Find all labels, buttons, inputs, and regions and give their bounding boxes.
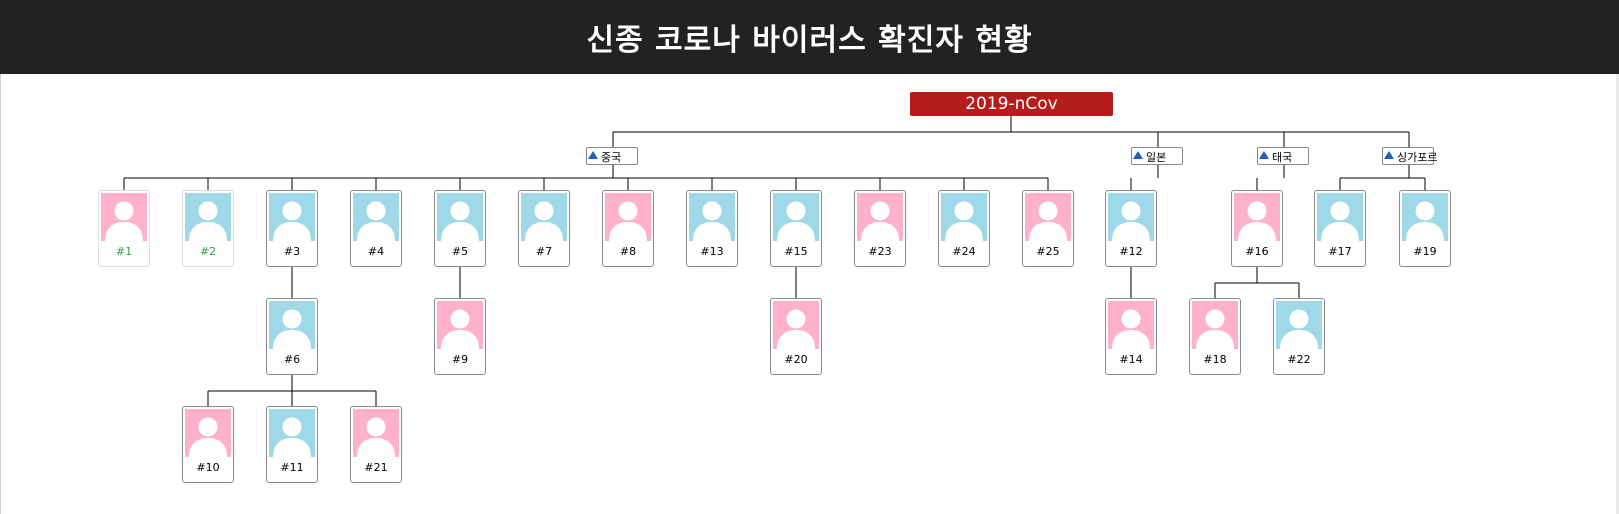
case-number: #3 [283, 245, 301, 258]
person-avatar-icon [521, 193, 567, 241]
case-card-c20[interactable]: #20 [770, 298, 822, 375]
case-number: #18 [1203, 353, 1227, 366]
case-card-c22[interactable]: #22 [1273, 298, 1325, 375]
case-number: #8 [619, 245, 637, 258]
country-label: 태국 [1272, 151, 1293, 164]
case-card-c3[interactable]: #3 [266, 190, 318, 267]
case-number: #24 [952, 245, 976, 258]
country-label: 중국 [601, 151, 622, 164]
case-card-c8[interactable]: #8 [602, 190, 654, 267]
case-number: #20 [784, 353, 808, 366]
person-avatar-icon [269, 409, 315, 457]
case-card-c9[interactable]: #9 [434, 298, 486, 375]
country-label: 일본 [1146, 151, 1167, 164]
country-node-thailand[interactable]: 태국 [1257, 147, 1309, 165]
triangle-up-icon [1384, 151, 1394, 159]
case-number: #25 [1036, 245, 1060, 258]
case-card-c4[interactable]: #4 [350, 190, 402, 267]
case-number: #15 [784, 245, 808, 258]
person-avatar-icon [353, 193, 399, 241]
root-node-label: 2019-nCov [965, 94, 1058, 114]
case-number: #5 [451, 245, 469, 258]
triangle-up-icon [1259, 151, 1269, 159]
case-number: #23 [868, 245, 892, 258]
case-card-c14[interactable]: #14 [1105, 298, 1157, 375]
person-avatar-icon [1276, 301, 1322, 349]
case-number: #14 [1119, 353, 1143, 366]
case-card-c19[interactable]: #19 [1399, 190, 1451, 267]
case-number: #22 [1287, 353, 1311, 366]
case-number: #16 [1245, 245, 1269, 258]
person-avatar-icon [1402, 193, 1448, 241]
person-avatar-icon [1108, 193, 1154, 241]
case-number: #12 [1119, 245, 1143, 258]
country-node-china[interactable]: 중국 [586, 147, 638, 165]
case-number: #17 [1328, 245, 1352, 258]
triangle-up-icon [1133, 151, 1143, 159]
case-number: #1 [115, 245, 133, 258]
person-avatar-icon [689, 193, 735, 241]
person-avatar-icon [185, 409, 231, 457]
case-number: #6 [283, 353, 301, 366]
person-avatar-icon [1108, 301, 1154, 349]
case-card-c25[interactable]: #25 [1022, 190, 1074, 267]
case-card-c16[interactable]: #16 [1231, 190, 1283, 267]
person-avatar-icon [941, 193, 987, 241]
root-node-2019-ncov[interactable]: 2019-nCov [910, 92, 1113, 116]
case-card-c17[interactable]: #17 [1314, 190, 1366, 267]
person-avatar-icon [437, 193, 483, 241]
case-card-c7[interactable]: #7 [518, 190, 570, 267]
person-avatar-icon [437, 301, 483, 349]
person-avatar-icon [1192, 301, 1238, 349]
case-card-c11[interactable]: #11 [266, 406, 318, 483]
triangle-up-icon [588, 151, 598, 159]
person-avatar-icon [269, 301, 315, 349]
case-number: #4 [367, 245, 385, 258]
case-card-c18[interactable]: #18 [1189, 298, 1241, 375]
person-avatar-icon [1025, 193, 1071, 241]
case-card-c1[interactable]: #1 [98, 190, 150, 267]
case-number: #13 [700, 245, 724, 258]
page-header: 신종 코로나 바이러스 확진자 현황 [0, 0, 1619, 74]
case-card-c6[interactable]: #6 [266, 298, 318, 375]
case-number: #10 [196, 461, 220, 474]
case-card-c2[interactable]: #2 [182, 190, 234, 267]
case-card-c13[interactable]: #13 [686, 190, 738, 267]
person-avatar-icon [857, 193, 903, 241]
person-avatar-icon [605, 193, 651, 241]
person-avatar-icon [353, 409, 399, 457]
case-card-c12[interactable]: #12 [1105, 190, 1157, 267]
vertical-scrollbar[interactable] [1616, 74, 1619, 514]
case-number: #11 [280, 461, 304, 474]
person-avatar-icon [1234, 193, 1280, 241]
case-card-c21[interactable]: #21 [350, 406, 402, 483]
case-card-c23[interactable]: #23 [854, 190, 906, 267]
case-card-c15[interactable]: #15 [770, 190, 822, 267]
case-card-c10[interactable]: #10 [182, 406, 234, 483]
case-number: #19 [1413, 245, 1437, 258]
case-number: #9 [451, 353, 469, 366]
country-label: 싱가포르 [1397, 151, 1438, 164]
case-number: #21 [364, 461, 388, 474]
person-avatar-icon [1317, 193, 1363, 241]
person-avatar-icon [269, 193, 315, 241]
country-node-singapore[interactable]: 싱가포르 [1382, 147, 1438, 165]
country-node-japan[interactable]: 일본 [1131, 147, 1183, 165]
case-number: #2 [199, 245, 217, 258]
case-card-c5[interactable]: #5 [434, 190, 486, 267]
page-title: 신종 코로나 바이러스 확진자 현황 [586, 23, 1033, 58]
case-card-c24[interactable]: #24 [938, 190, 990, 267]
person-avatar-icon [185, 193, 231, 241]
person-avatar-icon [101, 193, 147, 241]
person-avatar-icon [773, 193, 819, 241]
person-avatar-icon [773, 301, 819, 349]
case-number: #7 [535, 245, 553, 258]
